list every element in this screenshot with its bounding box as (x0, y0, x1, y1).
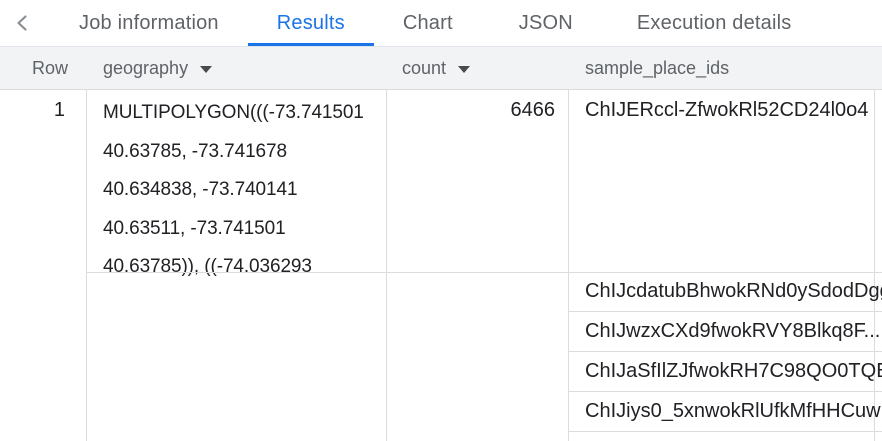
row-separator (86, 272, 882, 273)
column-header-geography[interactable]: geography (103, 47, 213, 89)
back-button[interactable] (0, 0, 46, 46)
geography-line: 40.63785, -73.741678 (103, 140, 287, 162)
chevron-left-icon (17, 15, 27, 31)
column-border (568, 90, 569, 441)
sample-place-id-cell: ChIJwzxCXd9fwokRVY8Blkq8F... (569, 312, 882, 352)
geography-line: 40.63511, -73.741501 (103, 217, 286, 239)
tab-results[interactable]: Results (247, 0, 374, 46)
tab-chart[interactable]: Chart (402, 11, 453, 34)
column-header-count-label: count (402, 57, 447, 78)
table-header: Row geography count sample_place_ids (0, 47, 882, 131)
column-menu-caret-icon[interactable] (458, 65, 471, 73)
column-header-geography-label: geography (103, 57, 189, 78)
column-border (386, 90, 387, 441)
tab-execution-details[interactable]: Execution details (636, 11, 792, 34)
column-border (874, 90, 875, 441)
geography-line: 40.634838, -73.740141 (103, 179, 298, 201)
column-header-row: Row (32, 47, 68, 89)
results-tab-bar: Job information Results Chart JSON Execu… (0, 0, 882, 47)
geography-cell: MULTIPOLYGON(((-73.741501 40.63785, -73.… (103, 94, 384, 287)
column-header-sample-place-ids: sample_place_ids (585, 47, 729, 89)
sample-place-id-cell: ChIJERccl-ZfwokRl52CD24l0o4 (585, 99, 869, 121)
sample-place-id-cell: ChIJcdatubBhwokRNd0ySdodDgg (569, 272, 882, 312)
column-header-count[interactable]: count (402, 47, 471, 89)
tab-json[interactable]: JSON (518, 11, 573, 34)
sample-place-id-cell: ChIJiys0_5xnwokRlUfkMfHHCuw (569, 392, 882, 432)
geography-line: 40.63785)), ((-74.036293 (103, 256, 312, 278)
row-number-cell: 1 (53, 99, 65, 121)
column-header-row-label: Row (32, 57, 69, 78)
geography-line: MULTIPOLYGON(((-73.741501 (103, 102, 364, 123)
sample-place-id-cell: ChIJaSfIlZJfwokRH7C98QO0TQE (569, 352, 882, 392)
column-menu-caret-icon[interactable] (200, 65, 213, 73)
table-body: 1 MULTIPOLYGON(((-73.741501 40.63785, -7… (0, 90, 882, 441)
tab-job-information[interactable]: Job information (79, 11, 219, 34)
count-cell: 6466 (510, 99, 556, 121)
column-border (86, 90, 87, 441)
column-header-sample-place-ids-label: sample_place_ids (585, 57, 730, 78)
